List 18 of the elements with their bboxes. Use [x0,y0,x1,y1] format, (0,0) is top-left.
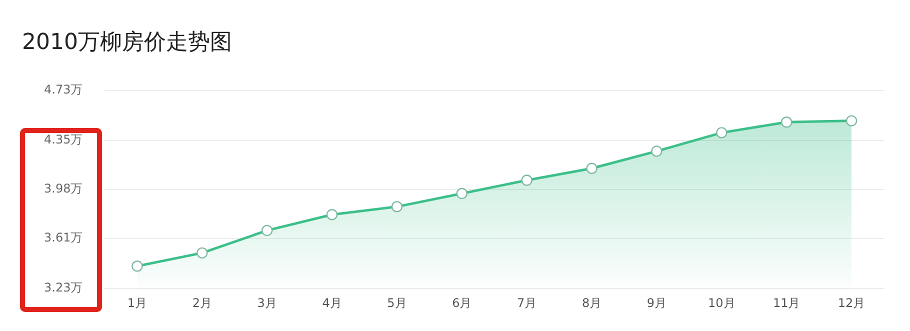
x-tick-label: 11月 [772,296,800,310]
x-tick-label: 3月 [257,296,277,310]
x-tick-label: 6月 [452,296,472,310]
x-tick-label: 5月 [387,296,407,310]
y-tick-label: 3.98万 [44,182,83,196]
chart-title: 2010万柳房价走势图 [22,30,232,55]
y-tick-label: 3.61万 [44,230,83,245]
y-tick-label: 4.73万 [44,82,83,97]
x-tick-label: 4月 [322,296,342,310]
x-tick-label: 8月 [582,296,602,310]
x-tick-label: 9月 [646,296,667,310]
x-tick-label: 7月 [517,296,537,310]
x-tick-label: 2月 [192,296,212,310]
x-tick-label: 10月 [708,296,736,310]
x-tick-label: 12月 [838,296,866,310]
y-tick-label: 3.23万 [44,280,83,295]
y-tick-label: 4.35万 [44,132,83,147]
x-tick-label: 1月 [127,296,148,310]
